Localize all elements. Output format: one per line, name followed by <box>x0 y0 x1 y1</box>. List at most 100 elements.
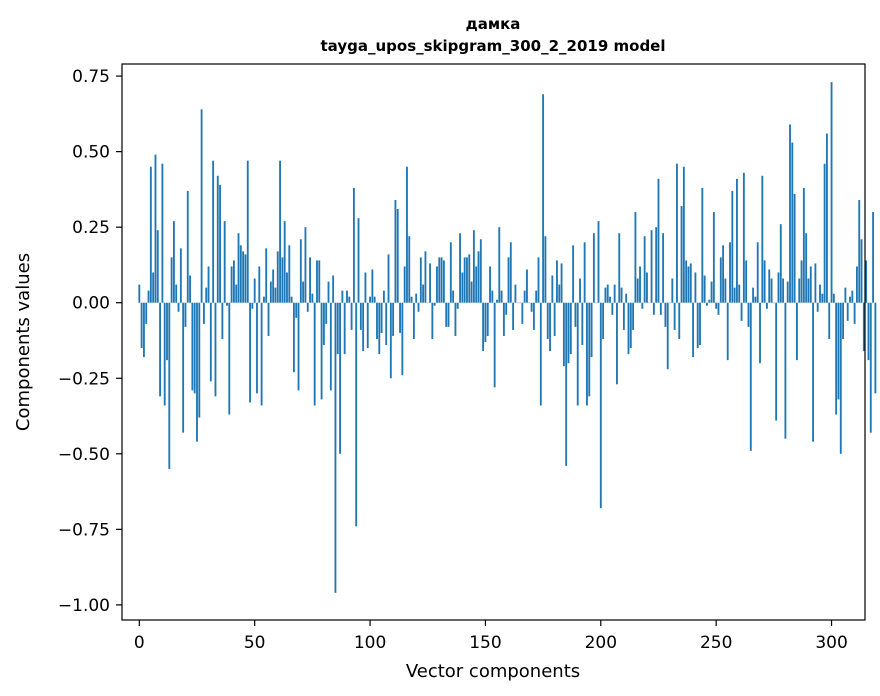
bar <box>486 302 489 336</box>
bar <box>535 290 538 303</box>
bar <box>574 302 577 327</box>
bar <box>712 212 715 303</box>
bar <box>237 233 240 303</box>
bar <box>694 272 697 303</box>
bar <box>184 302 187 327</box>
bar <box>346 290 348 303</box>
bar <box>297 302 300 391</box>
bar <box>646 272 648 303</box>
bar <box>500 290 503 303</box>
bar <box>415 293 418 303</box>
x-tick-label: 150 <box>469 633 501 653</box>
bar <box>239 245 242 303</box>
bars-group <box>138 82 877 593</box>
bar <box>226 302 228 306</box>
bar <box>463 257 466 303</box>
bar <box>258 266 261 303</box>
bar <box>673 302 676 330</box>
bar <box>539 302 542 406</box>
bar <box>339 302 341 454</box>
bar <box>729 242 731 303</box>
bar <box>786 281 789 303</box>
bar <box>406 166 408 303</box>
bar <box>156 230 159 303</box>
bar <box>505 302 508 315</box>
bar <box>706 302 708 306</box>
bar <box>779 224 782 303</box>
bar <box>216 175 219 303</box>
bar <box>558 284 561 303</box>
bar <box>814 263 817 303</box>
bar <box>652 302 655 315</box>
bar <box>348 296 351 303</box>
bar <box>466 257 468 303</box>
bar <box>620 287 623 303</box>
bar <box>703 275 706 303</box>
bar <box>419 257 422 303</box>
bar <box>687 266 690 303</box>
bar <box>853 302 856 324</box>
bar <box>710 281 713 303</box>
bar <box>567 302 570 364</box>
bar <box>417 302 420 312</box>
bar <box>509 242 512 303</box>
bar <box>410 296 413 303</box>
bar <box>770 278 773 303</box>
bar <box>839 302 842 454</box>
bar <box>643 236 646 303</box>
bar <box>599 302 602 509</box>
bar <box>856 266 858 303</box>
bar <box>436 266 438 303</box>
bar <box>341 290 344 303</box>
bar <box>816 302 819 312</box>
bar <box>867 302 870 361</box>
bar <box>805 233 808 303</box>
bar <box>625 293 628 303</box>
bar <box>798 278 801 303</box>
bar <box>865 260 868 303</box>
y-tick-label: 0.25 <box>72 218 110 238</box>
bar <box>569 302 572 355</box>
y-tick-label: −1.00 <box>58 596 110 616</box>
bar <box>440 257 443 303</box>
bar <box>267 302 270 336</box>
bar <box>756 242 759 303</box>
bar <box>830 82 833 303</box>
bar <box>606 284 609 303</box>
bar <box>399 302 401 333</box>
bar <box>659 302 662 315</box>
bar <box>295 302 298 318</box>
bar <box>366 302 369 349</box>
bar <box>602 302 605 339</box>
bar <box>777 272 780 303</box>
bar <box>532 302 535 330</box>
bar <box>784 302 787 439</box>
bar <box>874 302 877 394</box>
bar <box>583 242 586 303</box>
bar <box>662 233 665 303</box>
bar <box>175 284 178 303</box>
bar <box>445 302 448 327</box>
bar <box>219 184 221 303</box>
bar <box>186 190 189 303</box>
bar <box>685 260 688 303</box>
bar <box>327 281 330 303</box>
bar <box>736 178 738 303</box>
bar <box>196 302 198 442</box>
bar <box>470 281 473 303</box>
bar <box>242 251 245 303</box>
bar <box>357 218 360 303</box>
bar <box>456 302 459 309</box>
bar <box>636 278 639 303</box>
bar <box>274 287 277 303</box>
bar <box>844 287 847 303</box>
bar <box>392 302 395 336</box>
bar <box>362 302 365 352</box>
bar <box>168 302 171 469</box>
bar <box>431 302 434 339</box>
bar <box>650 230 653 303</box>
bar <box>265 248 268 303</box>
bar <box>154 154 157 303</box>
bar <box>551 275 554 303</box>
bar <box>475 266 478 303</box>
